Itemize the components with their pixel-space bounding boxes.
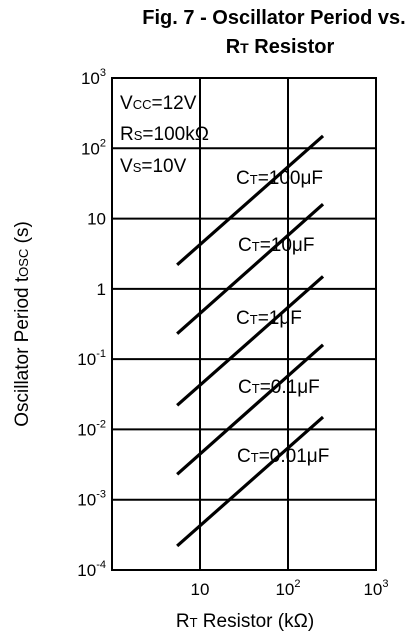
series-lines xyxy=(176,134,325,548)
y-tick-label: 10-3 xyxy=(77,489,106,510)
series-labels: CT=100μF CT=10μF CT=1μF CT=0.1μF CT=0.01… xyxy=(236,168,329,467)
y-tick-label: 10-4 xyxy=(77,559,106,580)
y-tick-label: 10 xyxy=(87,210,106,229)
x-tick-label: 102 xyxy=(275,578,300,599)
x-axis-label: RT Resistor (kΩ) xyxy=(176,611,314,632)
y-tick-label: 10-1 xyxy=(77,348,106,369)
chart-title-line1: Fig. 7 - Oscillator Period vs. xyxy=(142,7,405,29)
y-tick-label: 103 xyxy=(81,67,106,88)
series-label-100uf: CT=100μF xyxy=(236,168,323,189)
grid-lines xyxy=(112,78,376,570)
y-tick-label: 10-2 xyxy=(77,418,106,439)
series-line-0 xyxy=(176,134,325,266)
plot-frame xyxy=(111,77,377,571)
y-tick-label: 1 xyxy=(97,280,106,299)
series-line-2 xyxy=(176,275,325,407)
chart-title-rt-main: R xyxy=(226,36,241,58)
series-label-1uf: CT=1μF xyxy=(236,308,302,329)
conditions-annotation: VCC=12V RS=100kΩ VS=10V xyxy=(120,93,209,177)
y-axis-label: Oscillator Period tOSC (s) xyxy=(12,221,33,427)
x-tick-label: 10 xyxy=(191,580,210,599)
condition-vcc: VCC=12V xyxy=(120,93,197,114)
series-label-10uf: CT=10μF xyxy=(238,235,314,256)
x-tick-label: 103 xyxy=(363,578,388,599)
chart-title-line2: RT Resistor xyxy=(226,36,335,58)
chart-title-rest: Resistor xyxy=(249,36,335,58)
series-line-3 xyxy=(176,343,325,476)
y-tick-label: 102 xyxy=(81,137,106,158)
series-line-1 xyxy=(176,203,325,335)
x-tick-labels: 10 102 103 xyxy=(191,578,389,599)
series-label-0-01uf: CT=0.01μF xyxy=(237,446,329,467)
condition-vs: VS=10V xyxy=(120,156,187,177)
series-label-0-1uf: CT=0.1μF xyxy=(238,377,320,398)
chart-title-rt-sub: T xyxy=(240,40,249,56)
series-line-4 xyxy=(176,415,325,548)
condition-rs: RS=100kΩ xyxy=(120,124,209,145)
